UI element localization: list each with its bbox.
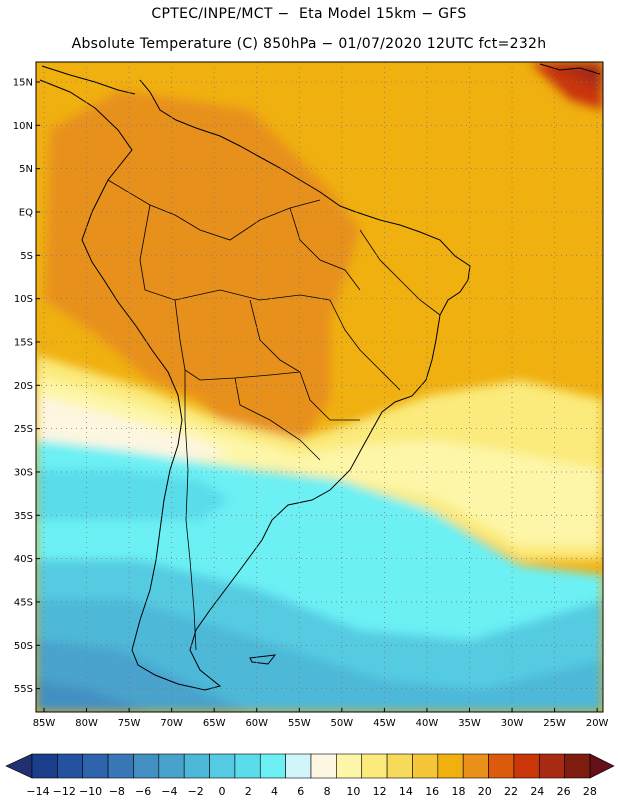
lon-label: 70W: [160, 718, 183, 729]
colorbar-swatch: [437, 753, 464, 779]
lat-label: EQ: [19, 207, 33, 218]
lat-label: 40S: [14, 554, 33, 565]
lat-label: 25S: [14, 424, 33, 435]
lat-label: 20S: [14, 381, 33, 392]
lon-label: 30W: [501, 718, 524, 729]
colorbar-tick-label: −4: [161, 785, 177, 798]
lon-label: 60W: [245, 718, 268, 729]
colorbar-tick-label: 6: [297, 785, 304, 798]
colorbar-swatch: [82, 753, 109, 779]
lat-label: 30S: [14, 467, 33, 478]
colorbar-tick-label: 14: [399, 785, 413, 798]
lon-label: 50W: [331, 718, 354, 729]
lat-label: 5N: [19, 164, 33, 175]
colorbar-tick-label: 18: [451, 785, 465, 798]
country-borders: [107, 179, 441, 651]
colorbar-tick-label: 22: [504, 785, 518, 798]
colorbar-tick-label: 0: [218, 785, 225, 798]
colorbar-swatch: [107, 753, 134, 779]
colorbar-tick-label: 4: [271, 785, 278, 798]
colorbar-tick-label: 2: [245, 785, 252, 798]
colorbar-tick-label: −14: [26, 785, 49, 798]
colorbar-swatch: [412, 753, 439, 779]
colorbar-over-arrow: [589, 753, 615, 779]
lon-label: 45W: [373, 718, 396, 729]
lat-label: 50S: [14, 641, 33, 652]
colorbar-swatch: [285, 753, 312, 779]
colorbar: [5, 753, 615, 779]
colorbar-swatch: [513, 753, 540, 779]
lat-label: 10S: [14, 294, 33, 305]
colorbar-swatch: [336, 753, 363, 779]
lat-label: 15S: [14, 337, 33, 348]
lon-label: 35W: [458, 718, 481, 729]
colorbar-swatch: [259, 753, 286, 779]
lat-label: 35S: [14, 511, 33, 522]
colorbar-swatch: [386, 753, 413, 779]
colorbar-tick-label: 12: [373, 785, 387, 798]
lon-label: 85W: [33, 718, 56, 729]
title-line-1: CPTEC/INPE/MCT − Eta Model 15km − GFS: [151, 6, 467, 22]
colorbar-swatch: [564, 753, 591, 779]
colorbar-swatch: [158, 753, 185, 779]
temperature-field: [36, 62, 603, 712]
lat-label: 15N: [13, 78, 33, 89]
longitude-labels: 85W 80W 75W 70W 65W 60W 55W 50W 45W 40W 35W 30W 25W 2…: [33, 718, 609, 729]
colorbar-swatch: [31, 753, 58, 779]
graticule: [36, 62, 603, 712]
lon-label: 80W: [75, 718, 98, 729]
colorbar-tick-label: 28: [583, 785, 597, 798]
colorbar-tick-label: 26: [557, 785, 571, 798]
lon-label: 40W: [416, 718, 439, 729]
colorbar-labels: −14 −12 −10 −8 −6 −4 −2 0 2 4 6 8 10 12 14 16 18 20 22 24 26…: [26, 785, 596, 798]
colorbar-swatch: [538, 753, 565, 779]
colorbar-swatch: [183, 753, 210, 779]
colorbar-swatch: [209, 753, 236, 779]
colorbar-swatch: [310, 753, 337, 779]
colorbar-tick-label: −10: [79, 785, 102, 798]
colorbar-tick-label: 16: [425, 785, 439, 798]
lat-label: 10N: [13, 121, 33, 132]
lon-label: 75W: [118, 718, 141, 729]
latitude-labels: 15N 10N 5N EQ 5S 10S 15S 20S 25S 30S 35S 40S 45S 50S 5…: [13, 78, 33, 696]
coastline: [39, 63, 601, 691]
colorbar-swatch: [234, 753, 261, 779]
colorbar-tick-label: −2: [188, 785, 204, 798]
colorbar-tick-label: 24: [530, 785, 544, 798]
lat-label: 45S: [14, 597, 33, 608]
colorbar-swatch: [488, 753, 515, 779]
lon-label: 55W: [288, 718, 311, 729]
lat-label: 5S: [20, 251, 33, 262]
colorbar-swatch: [133, 753, 160, 779]
colorbar-swatch: [57, 753, 84, 779]
colorbar-swatch: [361, 753, 388, 779]
colorbar-tick-label: 20: [478, 785, 492, 798]
colorbar-under-arrow: [5, 753, 33, 779]
lat-label: 55S: [14, 684, 33, 695]
colorbar-tick-label: 10: [346, 785, 360, 798]
colorbar-swatch: [462, 753, 489, 779]
title-line-2: Absolute Temperature (C) 850hPa − 01/07/…: [71, 36, 547, 52]
lon-label: 25W: [543, 718, 566, 729]
map-frame: [35, 61, 604, 713]
axis-ticks: [36, 81, 598, 712]
colorbar-tick-label: −12: [53, 785, 76, 798]
colorbar-tick-label: −8: [109, 785, 125, 798]
lon-label: 65W: [203, 718, 226, 729]
lon-label: 20W: [586, 718, 609, 729]
colorbar-tick-label: −6: [135, 785, 151, 798]
colorbar-tick-label: 8: [324, 785, 331, 798]
